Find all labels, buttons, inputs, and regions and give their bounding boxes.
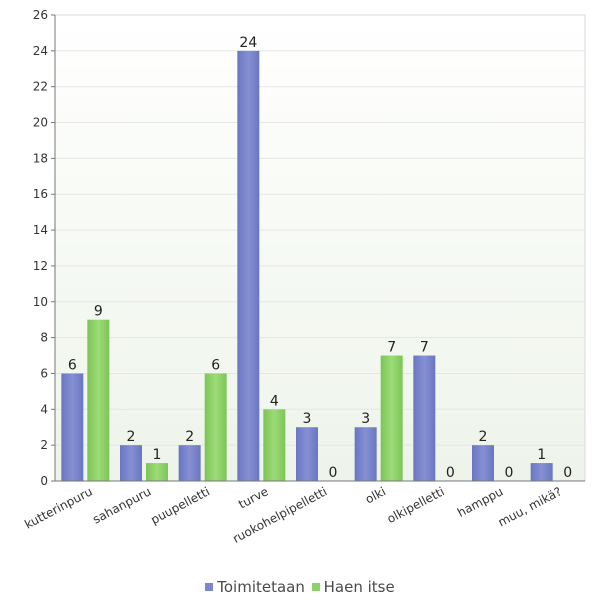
data-label: 6 bbox=[211, 357, 220, 373]
data-label: 3 bbox=[303, 411, 312, 427]
bar-toimitetaan bbox=[178, 445, 201, 481]
legend-label-series-1: Toimitetaan bbox=[217, 578, 305, 596]
data-label: 0 bbox=[563, 465, 572, 481]
data-label: 6 bbox=[68, 357, 77, 373]
data-label: 4 bbox=[270, 393, 279, 409]
y-tick-label: 0 bbox=[40, 474, 48, 488]
legend-item-series-2[interactable]: Haen itse bbox=[311, 578, 395, 596]
y-tick-label: 18 bbox=[33, 151, 48, 165]
x-tick-label: olki bbox=[363, 484, 388, 506]
data-label: 1 bbox=[153, 447, 162, 463]
x-tick-label: kutterinpuru bbox=[22, 484, 94, 531]
data-label: 24 bbox=[239, 35, 257, 51]
y-tick-label: 14 bbox=[33, 223, 48, 237]
x-tick-label: sahanpuru bbox=[90, 484, 153, 526]
bar-haen-itse bbox=[263, 409, 286, 481]
data-label: 2 bbox=[127, 429, 136, 445]
bar-haen-itse bbox=[87, 319, 110, 481]
data-label: 9 bbox=[94, 304, 103, 320]
legend-swatch-series-2 bbox=[311, 583, 320, 591]
y-tick-label: 24 bbox=[33, 44, 48, 58]
legend-label-series-2: Haen itse bbox=[323, 578, 395, 596]
grid-lines bbox=[55, 50, 585, 446]
data-label: 3 bbox=[361, 411, 370, 427]
bar-toimitetaan bbox=[413, 355, 436, 481]
data-label: 0 bbox=[329, 465, 338, 481]
y-tick-label: 16 bbox=[33, 187, 48, 201]
data-label: 0 bbox=[505, 465, 514, 481]
data-label: 1 bbox=[537, 447, 546, 463]
bars bbox=[61, 50, 553, 481]
bar-toimitetaan bbox=[472, 445, 494, 481]
data-label: 2 bbox=[185, 429, 194, 445]
y-tick-label: 26 bbox=[33, 8, 48, 22]
x-tick-label: puupelletti bbox=[148, 484, 212, 527]
legend-swatch-series-1 bbox=[205, 583, 214, 591]
data-label: 0 bbox=[446, 465, 455, 481]
x-tick-label: olkipelletti bbox=[385, 484, 447, 526]
y-tick-label: 12 bbox=[33, 259, 48, 273]
data-label: 2 bbox=[479, 429, 488, 445]
legend: Toimitetaan Haen itse bbox=[0, 577, 600, 596]
y-tick-label: 2 bbox=[40, 438, 48, 452]
y-tick-label: 10 bbox=[33, 295, 48, 309]
bar-toimitetaan bbox=[237, 50, 260, 481]
x-tick-label: turve bbox=[236, 484, 271, 511]
legend-item-series-1[interactable]: Toimitetaan bbox=[205, 578, 305, 596]
bar-toimitetaan bbox=[120, 445, 142, 481]
y-tick-label: 8 bbox=[40, 331, 48, 345]
plot-background bbox=[54, 14, 586, 482]
bar-haen-itse bbox=[146, 463, 168, 481]
bar-toimitetaan bbox=[296, 427, 318, 481]
bar-toimitetaan bbox=[61, 373, 84, 481]
data-label: 7 bbox=[387, 340, 396, 356]
x-tick-label: muu, mikä? bbox=[496, 484, 564, 529]
x-tick-label: hamppu bbox=[455, 484, 505, 520]
bar-toimitetaan bbox=[354, 427, 377, 481]
data-label: 7 bbox=[420, 340, 429, 356]
y-tick-label: 6 bbox=[40, 366, 48, 380]
data-labels: 6 9 2 1 2 6 24 4 3 0 3 7 7 0 2 0 1 0 bbox=[68, 35, 572, 481]
y-tick-label: 4 bbox=[40, 402, 48, 416]
y-tick-label: 20 bbox=[33, 116, 48, 130]
bar-toimitetaan bbox=[530, 463, 553, 481]
y-tick-label: 22 bbox=[33, 80, 48, 94]
bar-haen-itse bbox=[204, 373, 227, 481]
bar-haen-itse bbox=[380, 355, 403, 481]
